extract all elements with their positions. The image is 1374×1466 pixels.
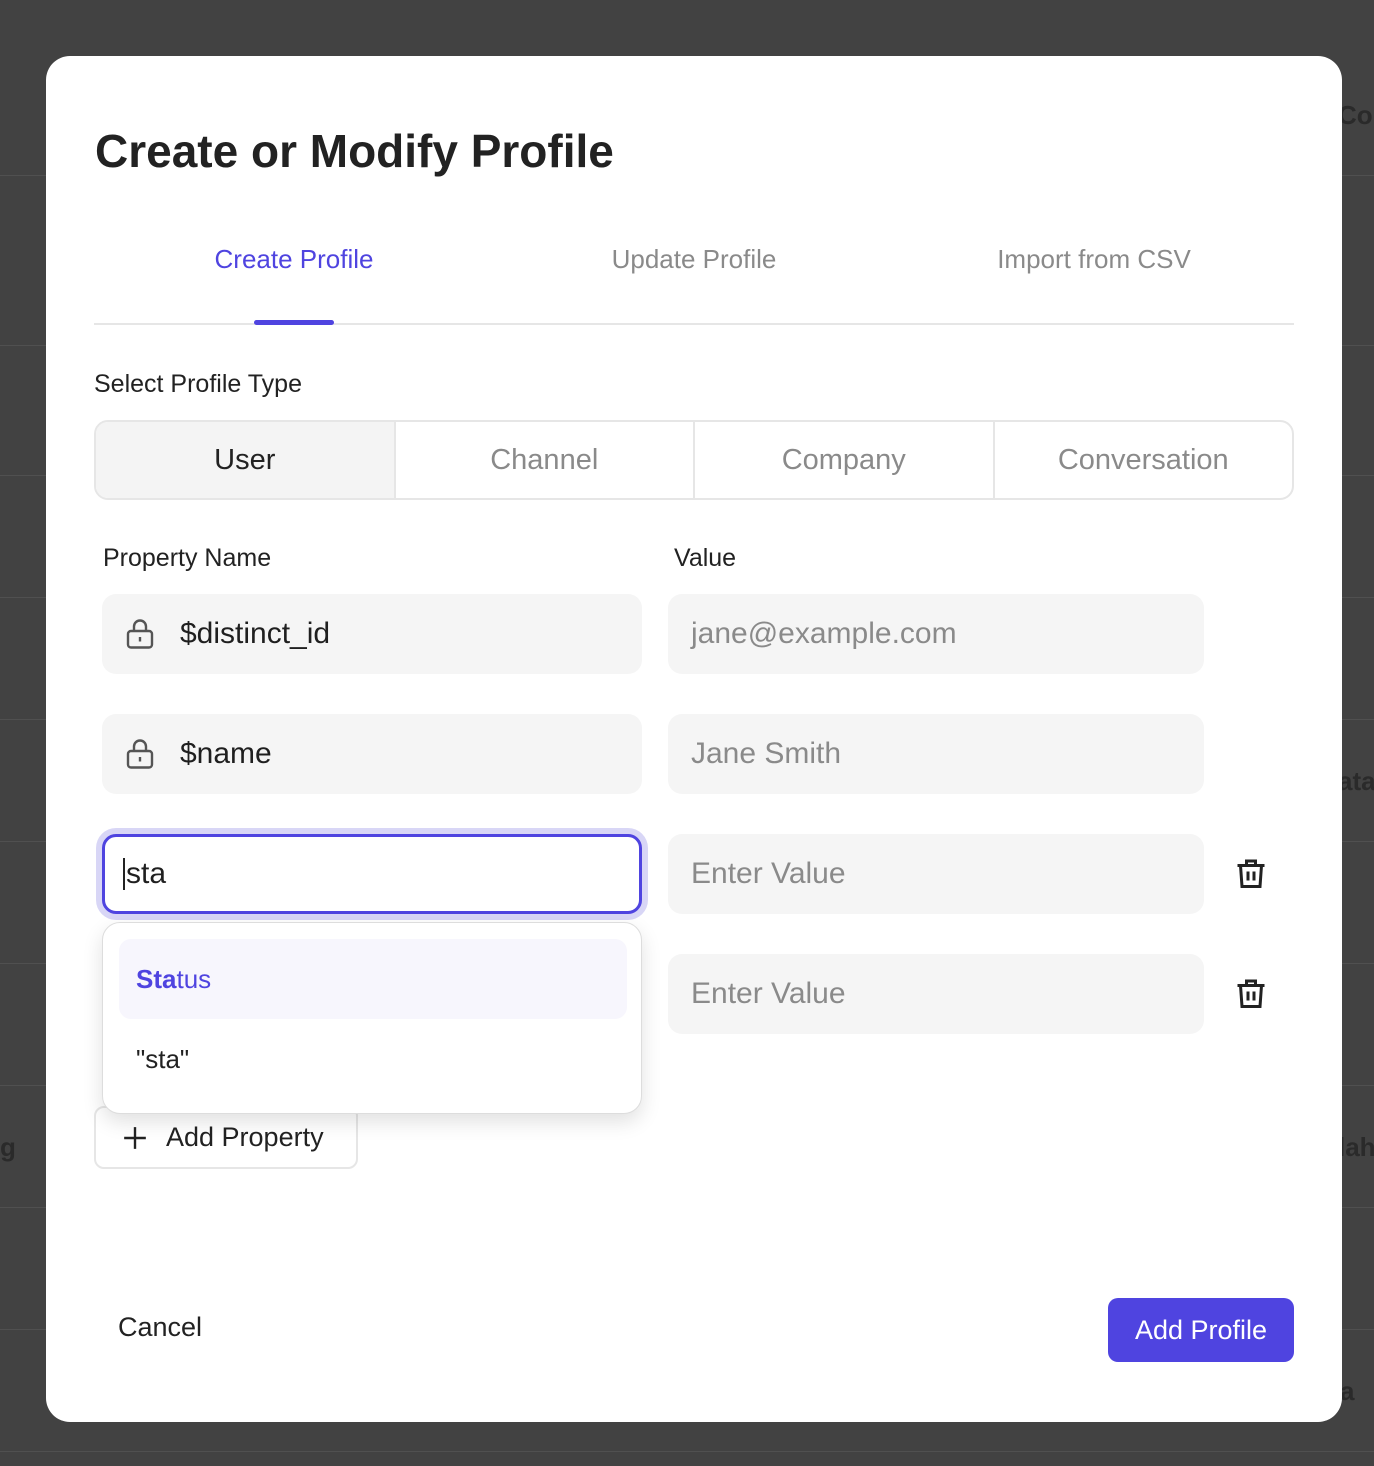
profile-type-company[interactable]: Company — [693, 422, 993, 498]
text-caret — [123, 858, 125, 890]
trash-icon[interactable] — [1233, 855, 1269, 891]
value-input[interactable]: Enter Value — [668, 954, 1204, 1034]
tab-create-profile[interactable]: Create Profile — [214, 244, 374, 274]
active-tab-indicator — [254, 320, 334, 325]
value-placeholder: Jane Smith — [691, 737, 842, 770]
cancel-button[interactable]: Cancel — [118, 1312, 203, 1342]
value-placeholder: Enter Value — [691, 977, 846, 1010]
plus-icon — [124, 1126, 146, 1149]
autocomplete-option-status[interactable]: Sta tus — [119, 939, 627, 1019]
autocomplete-dropdown: Sta tus "sta" — [102, 922, 642, 1114]
tab-bar: Create Profile Update Profile Import fro… — [94, 236, 1294, 325]
property-name-field: $distinct_id — [102, 594, 642, 674]
lock-icon — [126, 739, 154, 769]
property-name-text: $name — [180, 737, 272, 770]
add-property-button[interactable]: Add Property — [94, 1106, 358, 1169]
lock-icon — [126, 619, 154, 649]
tab-update-profile[interactable]: Update Profile — [611, 244, 777, 274]
background-text: g — [0, 1132, 16, 1162]
value-input[interactable]: Enter Value — [668, 834, 1204, 914]
profile-type-label: Select Profile Type — [94, 370, 302, 398]
background-text: lah — [1338, 1132, 1374, 1162]
profile-type-selector: User Channel Company Conversation — [94, 420, 1294, 500]
property-name-field: $name — [102, 714, 642, 794]
property-name-input-text: sta — [126, 857, 167, 890]
value-placeholder: Enter Value — [691, 857, 846, 890]
property-name-text: $distinct_id — [180, 617, 331, 650]
create-profile-modal: Create or Modify Profile Create Profile … — [46, 56, 1342, 1422]
profile-type-user[interactable]: User — [96, 422, 394, 498]
trash-icon[interactable] — [1233, 975, 1269, 1011]
add-property-label: Add Property — [166, 1122, 324, 1152]
profile-type-channel[interactable]: Channel — [393, 422, 694, 498]
value-input[interactable]: jane@example.com — [668, 594, 1204, 674]
value-placeholder: jane@example.com — [691, 617, 957, 650]
value-header: Value — [674, 544, 737, 572]
autocomplete-option-literal[interactable]: "sta" — [136, 1043, 190, 1074]
value-input[interactable]: Jane Smith — [668, 714, 1204, 794]
property-name-input[interactable]: sta — [102, 834, 642, 914]
property-name-header: Property Name — [103, 544, 272, 572]
background-text: a — [1340, 1376, 1355, 1406]
tab-import-csv[interactable]: Import from CSV — [997, 244, 1191, 274]
background-text: ata — [1338, 766, 1374, 796]
add-profile-button[interactable]: Add Profile — [1108, 1298, 1294, 1362]
modal-title: Create or Modify Profile — [95, 125, 614, 177]
background-text: Col — [1338, 100, 1374, 130]
profile-type-conversation[interactable]: Conversation — [992, 422, 1293, 498]
